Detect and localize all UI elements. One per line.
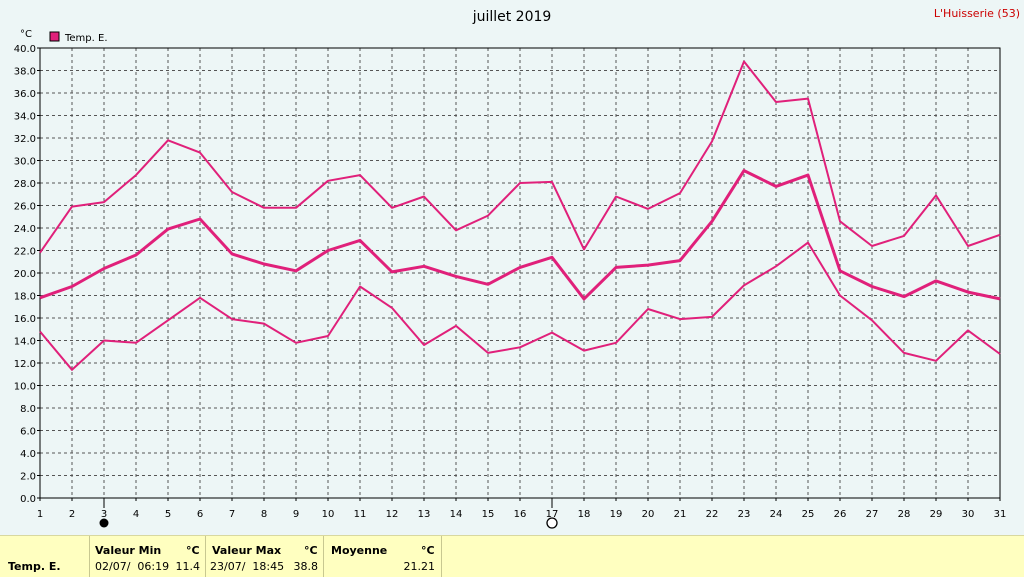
y-axis-unit: °C: [20, 29, 32, 40]
y-tick-label: 28.0: [14, 179, 36, 190]
max-day-marker: [546, 517, 558, 529]
x-tick-label: 29: [930, 509, 943, 520]
avg-cell: Moyenne °C 21.21: [323, 536, 442, 577]
x-tick-label: 3: [101, 509, 107, 520]
footer-series-label: Temp. E.: [8, 560, 61, 573]
chart: juillet 2019 L'Huisserie (53) °C Temp. E…: [14, 7, 1020, 529]
x-tick-label: 4: [133, 509, 139, 520]
x-tick-label: 5: [165, 509, 171, 520]
x-tick-label: 16: [514, 509, 527, 520]
x-tick-label: 18: [578, 509, 591, 520]
x-tick-label: 27: [866, 509, 879, 520]
y-tick-label: 16.0: [14, 314, 36, 325]
y-tick-label: 22.0: [14, 247, 36, 258]
station-label: L'Huisserie (53): [934, 7, 1020, 20]
x-tick-label: 24: [770, 509, 783, 520]
x-tick-label: 25: [802, 509, 815, 520]
x-tick-label: 19: [610, 509, 623, 520]
day-markers: [99, 517, 558, 529]
x-ticks: 1 2 3 4 5 6 7 8 9 10 11 12 13 14 15 16 17 18 19 20 21 22 23 24 2…: [37, 498, 1007, 520]
min-unit: °C: [186, 544, 200, 557]
x-tick-label: 7: [229, 509, 235, 520]
max-value: 38.8: [293, 560, 319, 573]
y-tick-label: 10.0: [14, 382, 36, 393]
x-tick-label: 1: [37, 509, 43, 520]
plot-frame: [39, 47, 1001, 499]
x-tick-label: 14: [450, 509, 463, 520]
min-value: 11.4: [175, 560, 201, 573]
x-tick-label: 31: [994, 509, 1007, 520]
series-line-mean: [39, 169, 1001, 301]
x-tick-label: 22: [706, 509, 719, 520]
y-tick-label: 38.0: [14, 67, 36, 78]
x-tick-label: 28: [898, 509, 911, 520]
y-tick-label: 14.0: [14, 337, 36, 348]
y-tick-label: 2.0: [20, 472, 36, 483]
x-tick-label: 15: [482, 509, 495, 520]
x-tick-label: 17: [546, 509, 559, 520]
y-tick-label: 34.0: [14, 112, 36, 123]
x-tick-label: 12: [386, 509, 399, 520]
chart-title: juillet 2019: [472, 9, 552, 25]
avg-value: 21.21: [403, 560, 436, 573]
min-day-marker: [99, 518, 109, 528]
x-tick-label: 21: [674, 509, 687, 520]
y-tick-label: 30.0: [14, 157, 36, 168]
series-line-max: [39, 60, 1001, 254]
y-tick-label: 32.0: [14, 134, 36, 145]
min-label: Valeur Min: [95, 544, 162, 557]
grid: [40, 48, 1000, 498]
avg-label: Moyenne: [331, 544, 388, 557]
stats-footer: Temp. E. Valeur Min °C 02/07/ 06:19 11.4…: [0, 535, 1024, 577]
max-datetime: 23/07/ 18:45: [210, 560, 285, 573]
y-tick-label: 8.0: [20, 404, 36, 415]
series-line-min: [39, 241, 1001, 371]
x-tick-label: 20: [642, 509, 655, 520]
y-tick-label: 18.0: [14, 292, 36, 303]
x-tick-label: 6: [197, 509, 203, 520]
max-cell: Valeur Max °C 23/07/ 18:45 38.8: [205, 536, 324, 577]
x-tick-label: 13: [418, 509, 431, 520]
x-tick-label: 23: [738, 509, 751, 520]
max-unit: °C: [304, 544, 318, 557]
y-tick-label: 36.0: [14, 89, 36, 100]
y-tick-label: 24.0: [14, 224, 36, 235]
legend-swatch: [49, 31, 60, 42]
x-tick-label: 26: [834, 509, 847, 520]
x-tick-label: 30: [962, 509, 975, 520]
x-tick-label: 10: [322, 509, 335, 520]
y-ticks: 0.0 2.0 4.0 6.0 8.0 10.0 12.0 14.0 16.0 18.0 20.0 2…: [14, 44, 40, 505]
max-label: Valeur Max: [212, 544, 282, 557]
avg-unit: °C: [421, 544, 435, 557]
y-tick-label: 12.0: [14, 359, 36, 370]
legend-label: Temp. E.: [64, 33, 108, 44]
min-datetime: 02/07/ 06:19: [95, 560, 170, 573]
min-cell: Valeur Min °C 02/07/ 06:19 11.4: [89, 536, 206, 577]
x-tick-label: 8: [261, 509, 267, 520]
x-tick-label: 2: [69, 509, 75, 520]
y-tick-label: 0.0: [20, 494, 36, 505]
x-tick-label: 11: [354, 509, 367, 520]
y-tick-label: 6.0: [20, 427, 36, 438]
y-tick-label: 40.0: [14, 44, 36, 55]
y-tick-label: 26.0: [14, 202, 36, 213]
y-tick-label: 4.0: [20, 449, 36, 460]
y-tick-label: 20.0: [14, 269, 36, 280]
x-tick-label: 9: [293, 509, 299, 520]
series-lines: [39, 60, 1001, 371]
